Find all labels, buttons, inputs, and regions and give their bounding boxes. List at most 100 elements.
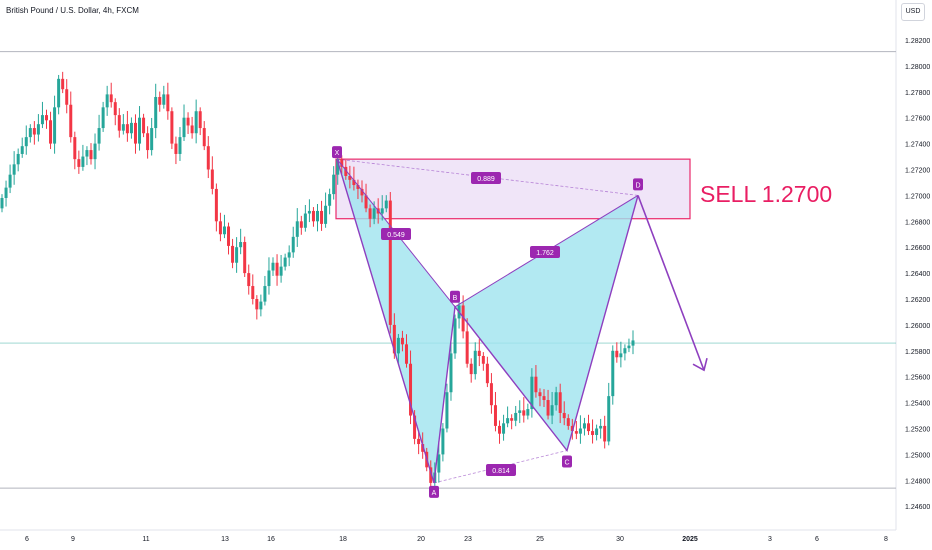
chart-title: British Pound / U.S. Dollar, 4h, FXCM [6,6,139,15]
candle-body [324,205,328,224]
point-label-c-bg [562,455,572,468]
candle-body [222,226,226,235]
candle-body [404,344,408,364]
candle-body [550,405,554,416]
candle-body [429,467,433,483]
candle-body [481,355,485,364]
x-tick-label: 6 [815,536,819,543]
candle-body [607,396,611,442]
x-tick-label: 8 [884,536,888,543]
ratio-label-ac-bg [486,464,516,476]
candle-body [558,392,562,413]
candle-body [413,415,417,439]
candle-body [623,348,627,354]
projection-arrow-head [692,358,708,372]
y-tick-label: 1.26000 [905,323,930,330]
candle-body [336,159,340,175]
candle-body [85,150,89,157]
y-tick-label: 1.26800 [905,219,930,226]
candle-body [125,124,129,134]
candle-body [493,405,497,426]
candle-body [566,418,570,426]
x-tick-label: 11 [142,536,149,543]
candle-body [595,428,599,435]
candle-body [445,392,449,429]
y-tick-label: 1.27400 [905,142,930,149]
candle-body [49,120,53,144]
candle-body [441,428,445,455]
candle-body [243,242,247,274]
candle-body [582,423,586,429]
point-label-x: X [335,150,340,157]
candle-body [267,270,271,287]
candle-body [93,143,97,160]
sell-label: SELL 1.2700 [700,181,832,207]
candle-body [186,117,190,126]
candle-body [485,363,489,384]
candle-body [36,124,40,135]
y-tick-label: 1.25400 [905,401,930,408]
candle-body [396,337,400,354]
y-tick-label: 1.25800 [905,349,930,356]
ratio-label-bd-bg [530,246,560,258]
candle-body [69,104,73,138]
candle-body [615,350,619,358]
candle-body [489,383,493,406]
candle-body [247,273,251,287]
candle-body [194,111,198,134]
point-label-b: B [453,295,458,302]
candle-body [53,107,57,144]
currency-button[interactable]: USD [901,3,925,21]
candle-body [619,353,623,358]
candle-body [562,412,566,419]
candle-body [16,153,20,165]
candle-body [449,353,453,393]
x-tick-label: 20 [417,536,425,543]
candle-body [627,345,631,349]
candle-body [554,392,558,406]
candle-body [214,188,218,222]
candle-body [526,409,530,416]
candle-body [307,210,311,214]
y-tick-label: 1.27000 [905,193,930,200]
candle-body [129,122,133,134]
candle-body [255,299,259,310]
candle-body [174,143,178,154]
candle-body [409,363,413,416]
point-label-a: A [432,490,437,497]
candle-body [279,266,283,276]
candle-body [89,150,93,160]
candle-body [603,425,607,442]
x-tick-label: 3 [768,536,772,543]
candle-body [218,221,222,235]
candle-body [251,286,255,299]
candle-body [316,210,319,222]
candle-body [117,115,121,131]
point-label-c: C [564,460,569,467]
candle-body [348,175,352,180]
projection-arrow-line [637,195,705,371]
candle-body [28,128,32,138]
x-tick-label: 30 [616,536,624,543]
candle-body [146,133,150,151]
y-tick-label: 1.25200 [905,427,930,434]
candle-body [283,257,287,267]
ratio-label-xd-bg [471,172,501,184]
candle-body [133,122,137,144]
y-tick-label: 1.26200 [905,297,930,304]
ratio-label-xb: 0.549 [387,232,405,239]
point-label-d: D [635,182,640,189]
candle-body [287,252,291,258]
candle-body [113,102,117,116]
candle-body [578,428,582,434]
x-tick-label: 6 [25,536,29,543]
y-tick-label: 1.25000 [905,452,930,459]
candle-body [574,431,578,434]
candle-body [231,245,235,263]
candle-body [498,425,502,434]
candle-body [77,159,81,167]
candle-body [417,438,421,445]
point-label-x-bg [332,146,342,159]
candle-body [182,117,186,138]
